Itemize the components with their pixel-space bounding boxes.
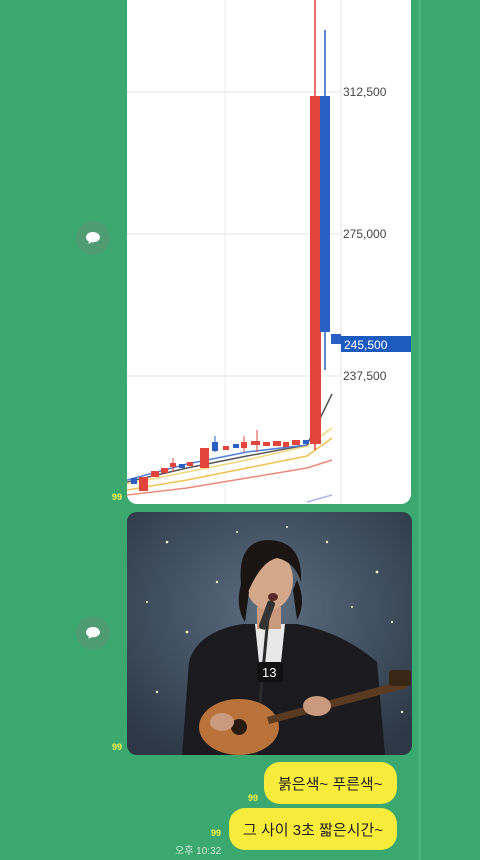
candle: [139, 477, 148, 491]
singer-photo: 13: [127, 512, 412, 755]
candle: [170, 463, 176, 467]
message-bubble[interactable]: 그 사이 3초 짧은시간~: [229, 808, 397, 850]
column-divider: [418, 0, 421, 860]
ma-line: [307, 495, 332, 502]
candle: [233, 444, 239, 448]
candle: [223, 446, 229, 450]
stock-chart: 312,500 275,000 237,500 245,500: [127, 0, 411, 504]
chart-image-message[interactable]: 312,500 275,000 237,500 245,500: [127, 0, 411, 504]
candle: [283, 442, 289, 447]
unread-count: 99: [112, 492, 122, 502]
photo-image-message[interactable]: 13: [127, 512, 412, 755]
candle: [179, 464, 185, 468]
candle: [273, 441, 281, 446]
unread-count: 99: [112, 742, 122, 752]
svg-text:13: 13: [262, 665, 276, 680]
candle: [263, 442, 270, 446]
candle: [161, 468, 168, 473]
unread-count: 99: [248, 793, 258, 803]
message-timestamp: 오후 10:32: [175, 842, 221, 857]
candle: [303, 440, 309, 444]
message-text: 그 사이 3초 짧은시간~: [243, 819, 383, 840]
y-tick-label: 312,500: [343, 85, 387, 99]
current-price-label: 245,500: [344, 338, 388, 352]
speech-bubble-glyph: [85, 231, 101, 245]
speech-bubble-icon[interactable]: [76, 221, 110, 255]
candle: [131, 478, 137, 484]
unread-count: 99: [211, 828, 221, 838]
candle: [292, 440, 300, 445]
candle: [241, 442, 247, 448]
candle: [151, 471, 159, 477]
speech-bubble-icon[interactable]: [76, 616, 110, 650]
big-blue-candle: [320, 96, 330, 332]
candle: [331, 334, 341, 344]
y-tick-label: 275,000: [343, 227, 387, 241]
speech-bubble-glyph: [85, 626, 101, 640]
message-bubble[interactable]: 붉은색~ 푸른색~: [264, 762, 397, 804]
candle: [200, 448, 209, 468]
candle: [251, 441, 260, 445]
message-text: 붉은색~ 푸른색~: [278, 773, 383, 794]
y-tick-label: 237,500: [343, 369, 387, 383]
candle: [187, 462, 193, 466]
big-red-candle: [310, 96, 321, 444]
